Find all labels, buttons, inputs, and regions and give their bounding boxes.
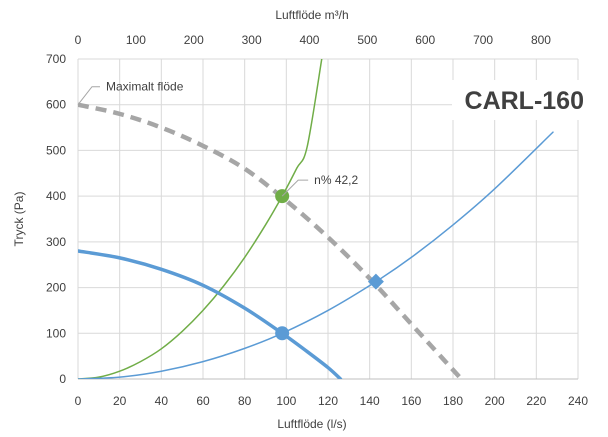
x2-tick-label: 200 <box>184 33 204 47</box>
x-tick-labels: 0 20 40 60 80 100 120 140 160 180 200 220 240 <box>75 394 589 408</box>
markers-layer <box>275 189 384 341</box>
series-blue-thin-curve <box>78 131 554 379</box>
x2-tick-label: 800 <box>531 33 551 47</box>
x-tick-label: 20 <box>113 394 127 408</box>
annotation-label: Maximalt flöde <box>106 80 184 94</box>
x2-tick-labels: 0 100 200 300 400 500 600 700 800 <box>75 33 552 47</box>
x-tick-label: 240 <box>568 394 588 408</box>
x2-axis-title: Luftflöde m³/h <box>275 8 348 22</box>
y-tick-label: 400 <box>46 189 66 203</box>
marker-diamond <box>367 273 384 290</box>
x-tick-label: 140 <box>360 394 380 408</box>
marker-circle <box>275 326 290 341</box>
annotation-leader <box>281 179 309 197</box>
y-tick-label: 600 <box>46 98 66 112</box>
annotation-leader <box>77 86 100 106</box>
x2-tick-label: 400 <box>299 33 319 47</box>
x2-tick-label: 100 <box>126 33 146 47</box>
x-tick-label: 220 <box>526 394 546 408</box>
x2-tick-label: 0 <box>75 33 82 47</box>
y-tick-label: 100 <box>46 326 66 340</box>
x2-tick-label: 600 <box>415 33 435 47</box>
x-tick-label: 100 <box>276 394 296 408</box>
y-tick-label: 200 <box>46 281 66 295</box>
annotations-layer: Maximalt flöde n% 42,2 <box>77 80 359 197</box>
series-blue-bold-curve <box>78 249 343 379</box>
y-tick-label: 700 <box>46 52 66 66</box>
grid <box>77 58 579 380</box>
y-tick-label: 0 <box>59 372 66 386</box>
model-label: CARL-160 <box>465 87 584 115</box>
x-axis-title: Luftflöde (l/s) <box>277 417 346 431</box>
x-tick-label: 180 <box>443 394 463 408</box>
y-tick-labels: 0 100 200 300 400 500 600 700 <box>46 52 66 386</box>
annotation-label: n% 42,2 <box>314 173 358 187</box>
x-tick-label: 0 <box>75 394 82 408</box>
x2-tick-label: 300 <box>242 33 262 47</box>
x-tick-label: 200 <box>485 394 505 408</box>
series-green-curve <box>78 59 323 379</box>
x-tick-label: 120 <box>318 394 338 408</box>
y-axis-title: Tryck (Pa) <box>12 192 26 247</box>
x-tick-label: 40 <box>155 394 169 408</box>
series-max-flow-dashed <box>78 102 463 379</box>
x-tick-label: 80 <box>238 394 252 408</box>
y-tick-label: 300 <box>46 235 66 249</box>
x2-tick-label: 700 <box>473 33 493 47</box>
x-tick-label: 60 <box>196 394 210 408</box>
series-layer <box>78 59 554 379</box>
x2-tick-label: 500 <box>357 33 377 47</box>
x-tick-label: 160 <box>401 394 421 408</box>
y-tick-label: 500 <box>46 143 66 157</box>
model-label-bg <box>452 80 592 120</box>
